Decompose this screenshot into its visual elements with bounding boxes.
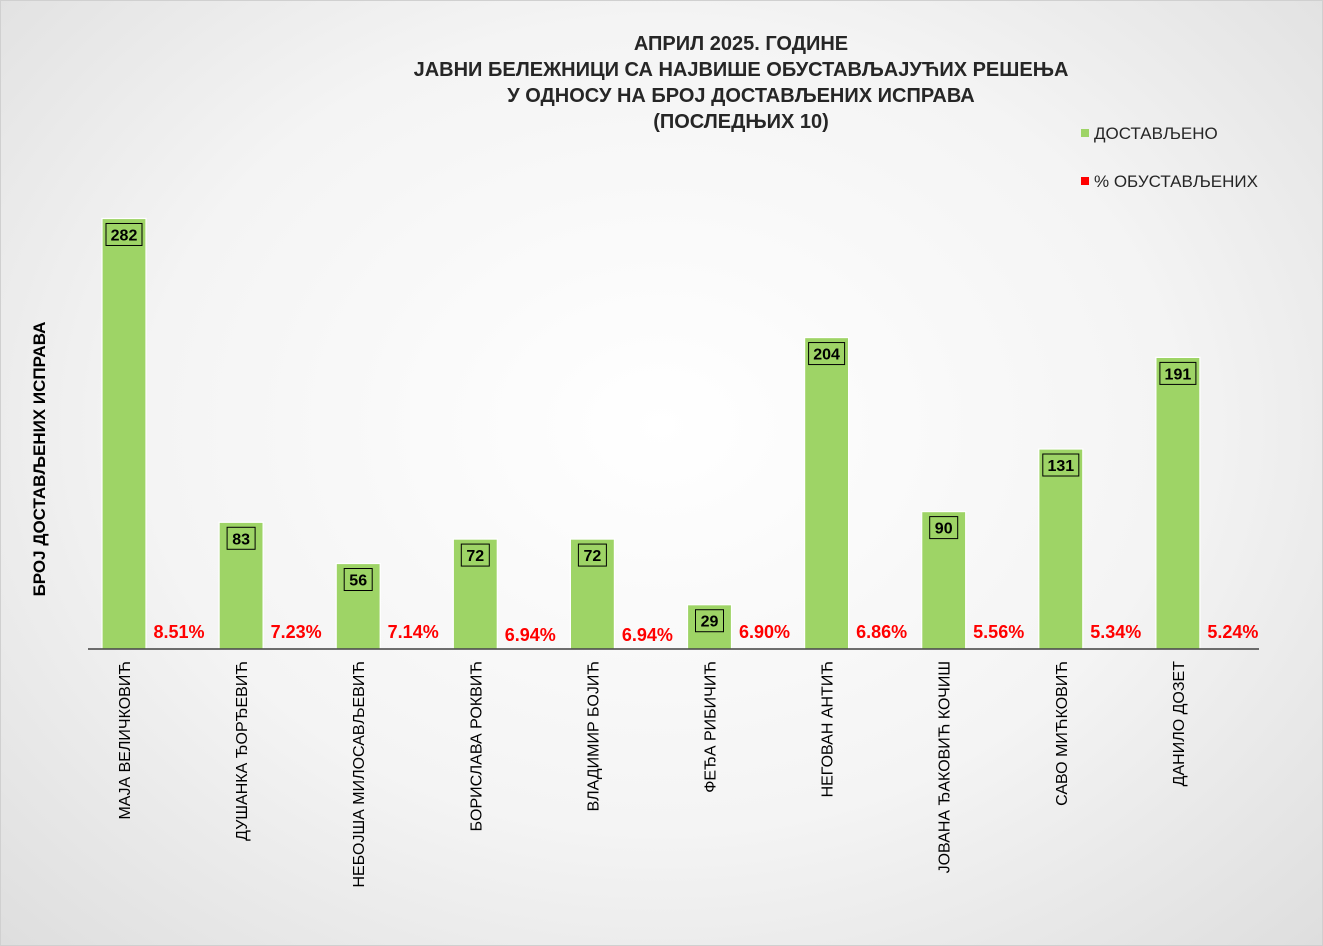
bar-value-label: 131 [1047, 458, 1074, 475]
legend-swatch [1081, 177, 1089, 185]
chart-title-line: (ПОСЛЕДЊИХ 10) [653, 111, 829, 133]
bar [101, 217, 147, 650]
percent-label: 7.14% [388, 622, 439, 642]
legend-entry: % ОБУСТАВЉЕНИХ [1094, 172, 1258, 191]
percent-label: 7.23% [271, 622, 322, 642]
bar-value-box [929, 516, 959, 540]
bar [1155, 356, 1201, 650]
chart-title-line: АПРИЛ 2025. ГОДИНЕ [634, 33, 848, 55]
bar-value-label: 72 [466, 548, 484, 565]
category-label: ФЕЂА РИБИЧИЋ [703, 661, 720, 793]
bar-value-box [1159, 361, 1197, 385]
bar-value-label: 90 [935, 521, 953, 538]
category-label: ДАНИЛО ДОЗЕТ [1171, 661, 1188, 787]
percent-label: 5.56% [973, 622, 1024, 642]
bar-value-label: 191 [1165, 366, 1192, 383]
bar-value-box [105, 222, 143, 246]
bars: 282 8.51% 83 7.23% 56 7.14% 72 6.94% 72 6.94% 29 6.… [101, 217, 1258, 650]
bar-value-label: 83 [232, 531, 250, 548]
category-label: НЕБОЈША МИЛОСАВЉЕВИЋ [351, 661, 368, 888]
category-label: ДУШАНКА ЂОРЂЕВИЋ [234, 661, 251, 841]
legend-entry: ДОСТАВЉЕНО [1094, 124, 1218, 143]
legend-swatch [1081, 129, 1089, 137]
chart-title: АПРИЛ 2025. ГОДИНЕ ЈАВНИ БЕЛЕЖНИЦИ СА НАЈ… [414, 33, 1069, 133]
category-label: САВО МИЋКОВИЋ [1054, 661, 1071, 806]
category-labels: МАЈА ВЕЛИЧКОВИЋ ДУШАНКА ЂОРЂЕВИЋ НЕБОЈША М… [117, 661, 1188, 888]
chart-title-line: У ОДНОСУ НА БРОЈ ДОСТАВЉЕНИХ ИСПРАВА [507, 85, 974, 107]
chart-title-line: ЈАВНИ БЕЛЕЖНИЦИ СА НАЈВИШЕ ОБУСТАВЉАЈУЋИ… [414, 59, 1069, 81]
bar-value-box [808, 342, 846, 366]
bar-value-box [577, 543, 607, 567]
bar-value-box [343, 568, 373, 592]
percent-label: 6.94% [505, 625, 556, 645]
bar [803, 336, 850, 650]
percent-label: 5.24% [1207, 622, 1258, 642]
bar-value-box [460, 543, 490, 567]
bar-value-box [695, 609, 724, 633]
y-axis-label: БРОЈ ДОСТАВЉЕНИХ ИСПРАВА [30, 322, 49, 597]
percent-label: 8.51% [153, 622, 204, 642]
bar-value-box [226, 526, 256, 550]
percent-label: 6.86% [856, 622, 907, 642]
category-label: ВЛАДИМИР БОЈИЋ [585, 661, 602, 811]
category-label: БОРИСЛАВА РОКВИЋ [468, 661, 485, 831]
bar [1038, 448, 1084, 650]
category-label: МАЈА ВЕЛИЧКОВИЋ [117, 661, 134, 820]
bar-value-box [1042, 453, 1080, 477]
bar-value-label: 56 [349, 573, 367, 590]
percent-label: 6.94% [622, 625, 673, 645]
bar-value-label: 204 [813, 347, 840, 364]
bar-value-label: 72 [584, 548, 602, 565]
bar-value-label: 282 [111, 227, 138, 244]
chart-legend: ДОСТАВЉЕНО % ОБУСТАВЉЕНИХ [1081, 124, 1258, 191]
category-label: НЕГОВАН АНТИЋ [820, 661, 837, 797]
percent-label: 5.34% [1090, 622, 1141, 642]
category-label: ЈОВАНА ЂАКОВИЋ КОЧИШ [937, 661, 954, 873]
bar-value-label: 29 [701, 614, 719, 631]
percent-label: 6.90% [739, 622, 790, 642]
